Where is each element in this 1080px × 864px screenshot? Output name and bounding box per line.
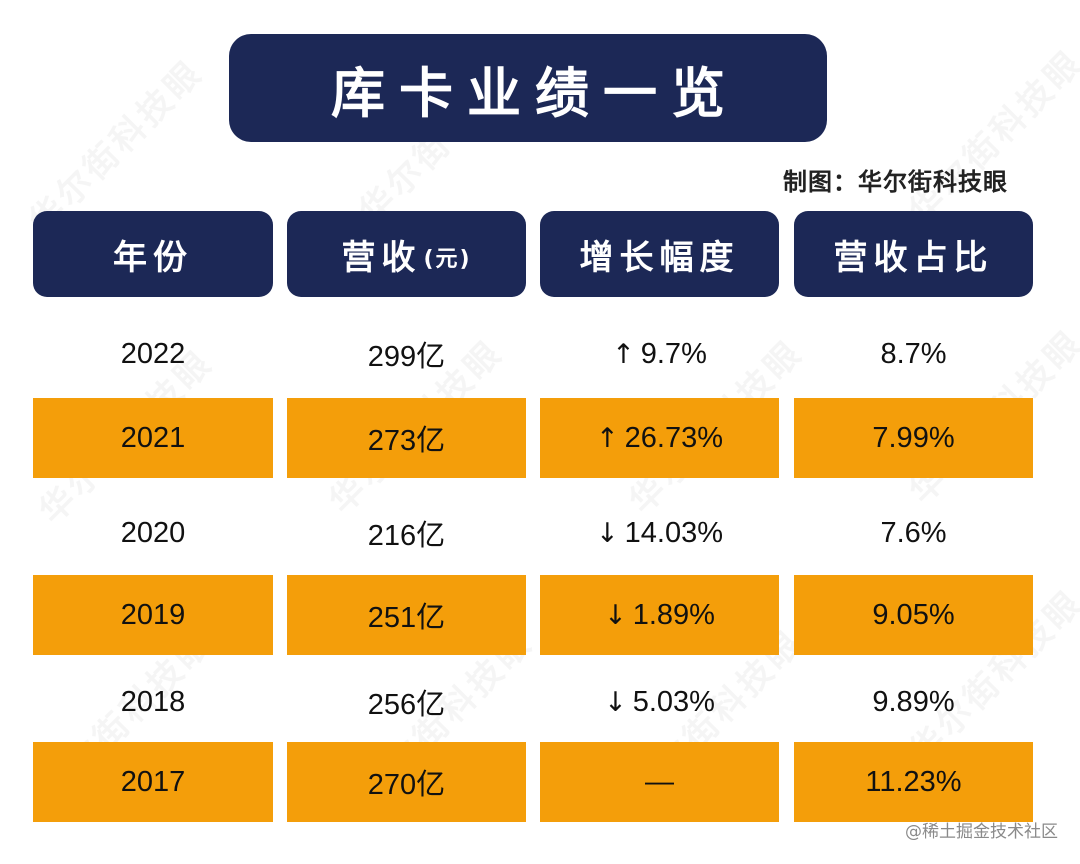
revenue-cell: 256亿 [367, 689, 446, 721]
growth-value: 9.7% [640, 337, 707, 370]
table-row: 2018 256亿 ↓ 5.03% 9.89% [0, 662, 1080, 742]
header-growth: 增长幅度 [540, 211, 779, 297]
footer-credit: @稀土掘金技术社区 [905, 822, 1058, 842]
growth-cell: ↑ 26.73% [540, 398, 779, 478]
share-cell: 7.99% [794, 398, 1033, 478]
growth-value: 14.03% [624, 516, 723, 549]
arrow-up-icon: ↑ [596, 422, 619, 454]
revenue-cell: 299亿 [367, 341, 446, 373]
page-title: 库卡业绩一览 [331, 61, 739, 125]
share-cell: 8.7% [880, 337, 947, 370]
header-share: 营收占比 [794, 211, 1033, 297]
arrow-down-icon: ↓ [604, 686, 627, 718]
growth-value: — [645, 765, 674, 798]
year-cell: 2017 [33, 742, 273, 822]
watermark: 华尔街科技眼 [901, 42, 1080, 232]
share-cell: 9.89% [872, 685, 955, 718]
header-year-label: 年份 [113, 237, 193, 278]
growth-cell: — [540, 742, 779, 822]
table-row: 2021 273亿 ↑ 26.73% 7.99% [0, 398, 1080, 478]
share-cell: 9.05% [794, 575, 1033, 655]
growth-cell: ↑ 9.7% [540, 314, 779, 394]
table-row: 2019 251亿 ↓ 1.89% 9.05% [0, 575, 1080, 655]
year-cell: 2019 [33, 575, 273, 655]
arrow-down-icon: ↓ [604, 599, 627, 631]
share-cell: 11.23% [794, 742, 1033, 822]
header-revenue: 营收 (元) [287, 211, 526, 297]
table-row: 2017 270亿 — 11.23% [0, 742, 1080, 822]
table-row: 2022 299亿 ↑ 9.7% 8.7% [0, 314, 1080, 394]
year-cell: 2018 [120, 685, 186, 718]
growth-cell: ↓ 5.03% [540, 662, 779, 742]
header-revenue-unit: (元) [423, 247, 472, 272]
revenue-cell: 273亿 [287, 398, 526, 478]
growth-value: 1.89% [632, 598, 715, 631]
share-cell: 7.6% [880, 516, 947, 549]
growth-value: 5.03% [632, 685, 715, 718]
growth-cell: ↓ 14.03% [540, 493, 779, 573]
title-banner: 库卡业绩一览 [229, 34, 827, 142]
header-share-label: 营收占比 [833, 237, 994, 278]
header-year: 年份 [33, 211, 273, 297]
header-revenue-label: 营收 [341, 237, 422, 278]
arrow-down-icon: ↓ [596, 517, 619, 549]
revenue-cell: 251亿 [287, 575, 526, 655]
year-cell: 2022 [120, 337, 186, 370]
chart-credit: 制图：华尔街科技眼 [783, 168, 1008, 196]
revenue-cell: 216亿 [367, 520, 446, 552]
year-cell: 2020 [120, 516, 186, 549]
arrow-up-icon: ↑ [612, 338, 635, 370]
growth-value: 26.73% [624, 421, 723, 454]
revenue-cell: 270亿 [287, 742, 526, 822]
year-cell: 2021 [33, 398, 273, 478]
growth-cell: ↓ 1.89% [540, 575, 779, 655]
table-row: 2020 216亿 ↓ 14.03% 7.6% [0, 493, 1080, 573]
header-growth-label: 增长幅度 [579, 237, 740, 278]
